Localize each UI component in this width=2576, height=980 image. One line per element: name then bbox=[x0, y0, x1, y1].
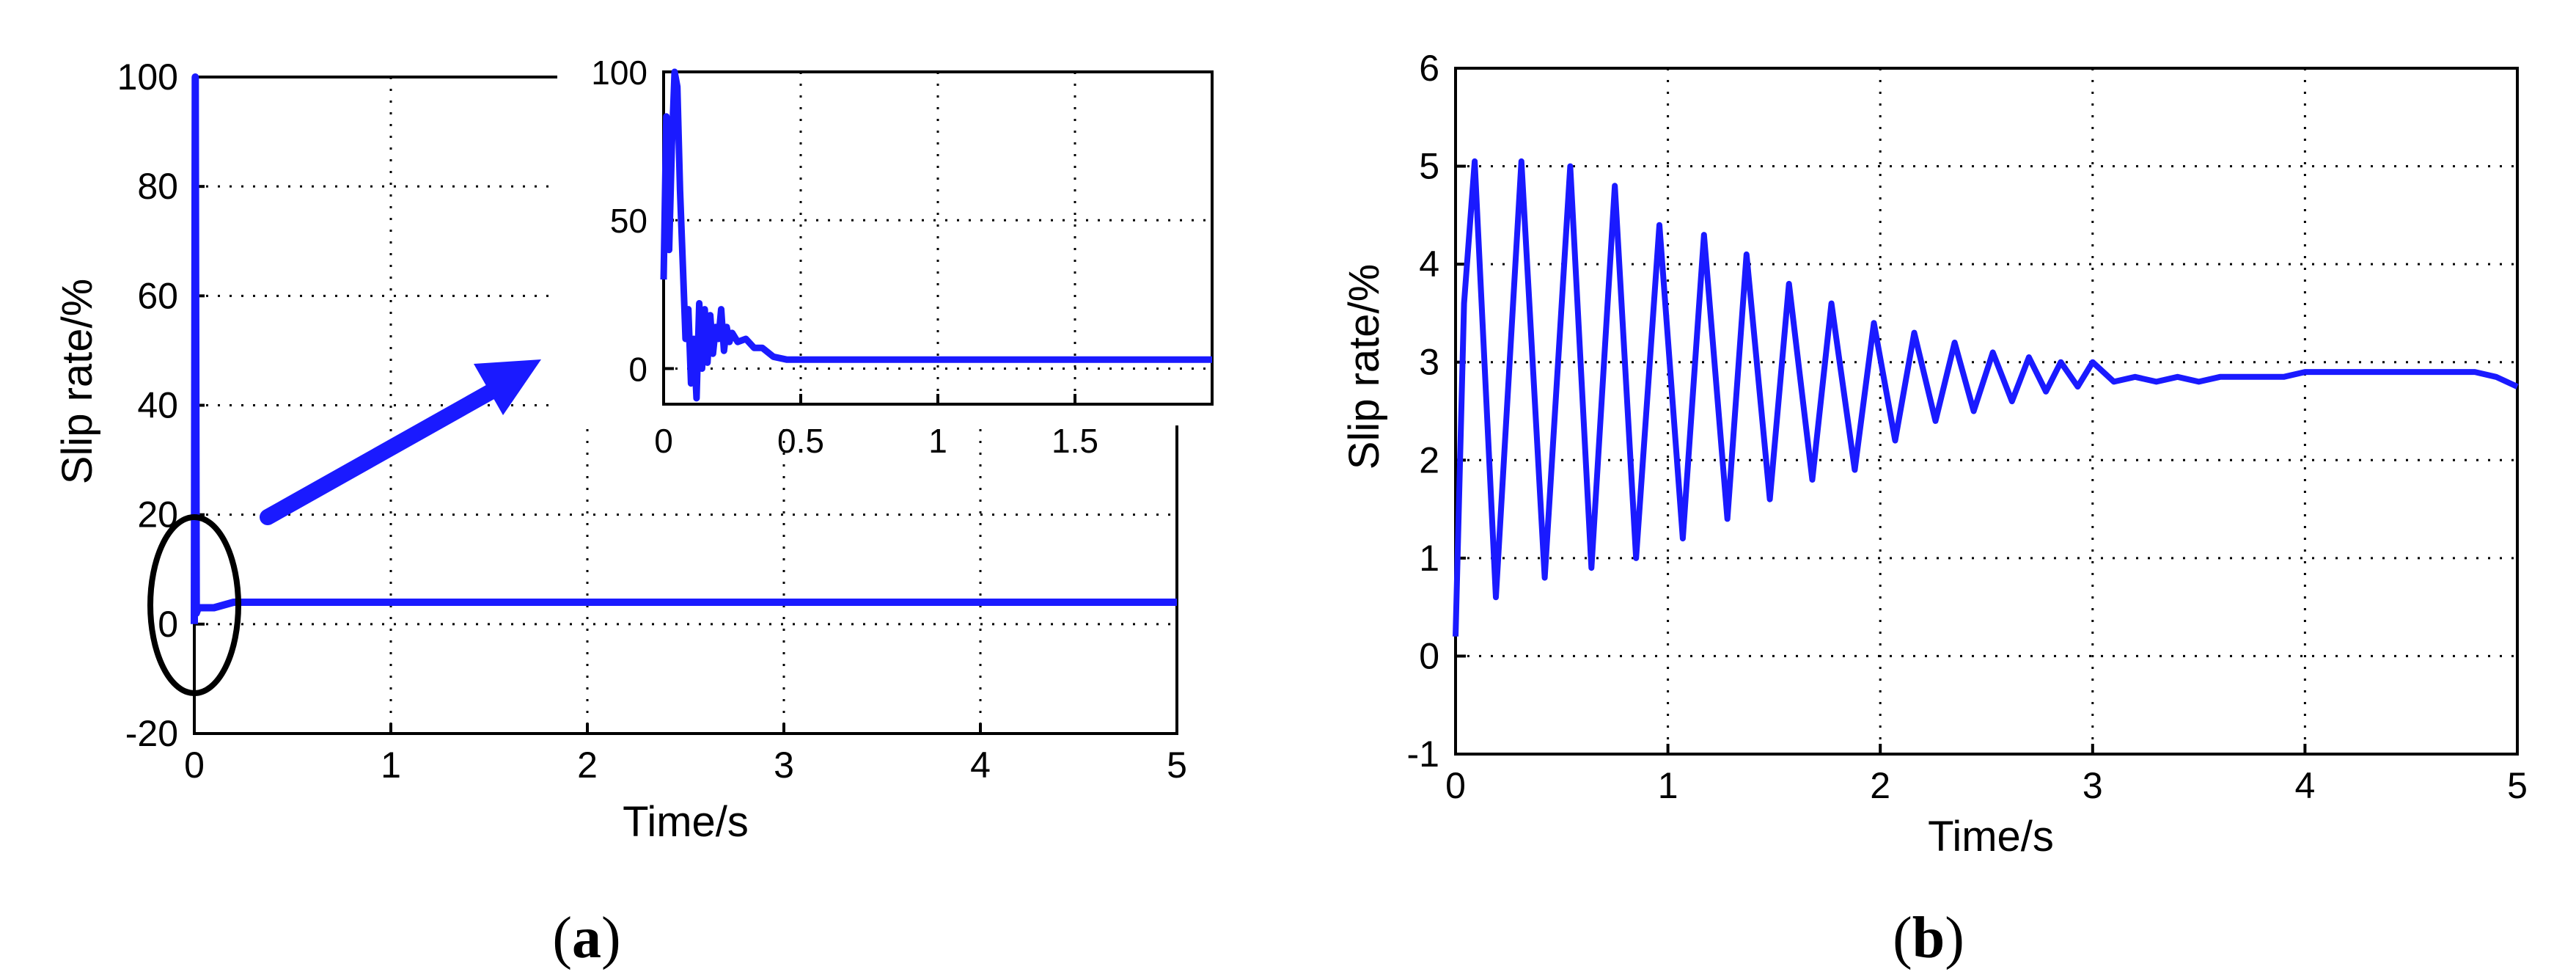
x-tick-label: 1.5 bbox=[1052, 422, 1098, 460]
panel-a-x-axis-title: Time/s bbox=[623, 798, 749, 846]
y-tick-label: 0 bbox=[1419, 635, 1439, 676]
x-tick-label: 2 bbox=[1870, 765, 1890, 806]
y-tick-label: 50 bbox=[610, 202, 647, 240]
x-tick-label: 3 bbox=[2083, 765, 2103, 806]
panel-b-x-axis-title: Time/s bbox=[1928, 813, 2054, 860]
y-tick-label: 1 bbox=[1419, 538, 1439, 579]
panel-b-y-axis-title: Slip rate/% bbox=[1340, 264, 1388, 469]
panel-b-grid bbox=[1456, 68, 2517, 754]
caption-letter: a bbox=[572, 906, 601, 970]
caption-open-paren: ( bbox=[552, 906, 572, 970]
y-tick-label: 5 bbox=[1419, 146, 1439, 187]
x-tick-label: 5 bbox=[1167, 745, 1187, 786]
y-tick-label: 100 bbox=[117, 56, 178, 98]
inset-yticks: 0 50 100 bbox=[591, 54, 674, 388]
x-tick-label: 3 bbox=[774, 745, 794, 786]
y-tick-label: 3 bbox=[1419, 342, 1439, 383]
y-tick-label: 60 bbox=[137, 275, 178, 316]
x-tick-label: 0 bbox=[654, 422, 673, 460]
x-tick-label: 2 bbox=[577, 745, 598, 786]
y-tick-label: -1 bbox=[1407, 734, 1439, 775]
panel-b-plot-frame bbox=[1454, 67, 2519, 756]
inset-xticks: 0 0.5 1 1.5 bbox=[654, 394, 1098, 460]
panel-a-y-axis-title: Slip rate/% bbox=[54, 279, 101, 484]
inset-grid bbox=[664, 72, 1212, 404]
panel-a-inset: 0 0.5 1 1.5 0 50 100 bbox=[557, 0, 1217, 460]
x-tick-label: 1 bbox=[928, 422, 947, 460]
caption-open-paren: ( bbox=[1893, 906, 1912, 970]
panel-b-caption: (b) bbox=[1893, 906, 1964, 970]
zoom-arrow bbox=[260, 359, 541, 525]
x-tick-label: 0 bbox=[1445, 765, 1466, 806]
x-tick-label: 1 bbox=[1658, 765, 1678, 806]
zoom-region-ellipse bbox=[147, 514, 241, 696]
y-tick-label: 6 bbox=[1419, 48, 1439, 89]
y-tick-label: 4 bbox=[1419, 244, 1439, 285]
panel-b-series-line bbox=[1453, 158, 2519, 637]
x-tick-label: 4 bbox=[2294, 765, 2315, 806]
y-tick-label: 0 bbox=[628, 350, 647, 388]
y-tick-label: 2 bbox=[1419, 439, 1439, 480]
y-tick-label: 0 bbox=[158, 604, 178, 645]
panel-b-xticks: 0 1 2 3 4 5 bbox=[1445, 744, 2528, 806]
y-tick-label: 80 bbox=[137, 166, 178, 207]
x-tick-label: 0.5 bbox=[777, 422, 824, 460]
x-tick-label: 4 bbox=[970, 745, 991, 786]
panel-a-xticks: 0 1 2 3 4 5 bbox=[184, 723, 1187, 786]
y-tick-label: -20 bbox=[125, 713, 178, 754]
x-tick-label: 1 bbox=[381, 745, 401, 786]
caption-close-paren: ) bbox=[1945, 906, 1964, 970]
panel-a-series-line bbox=[191, 73, 1177, 624]
caption-close-paren: ) bbox=[601, 906, 621, 970]
inset-series-line bbox=[660, 68, 1212, 402]
x-tick-label: 0 bbox=[184, 745, 205, 786]
panel-a-caption: (a) bbox=[552, 906, 620, 970]
caption-letter: b bbox=[1912, 906, 1945, 970]
y-tick-label: 100 bbox=[591, 54, 647, 92]
x-tick-label: 5 bbox=[2507, 765, 2528, 806]
y-tick-label: 40 bbox=[137, 385, 178, 426]
